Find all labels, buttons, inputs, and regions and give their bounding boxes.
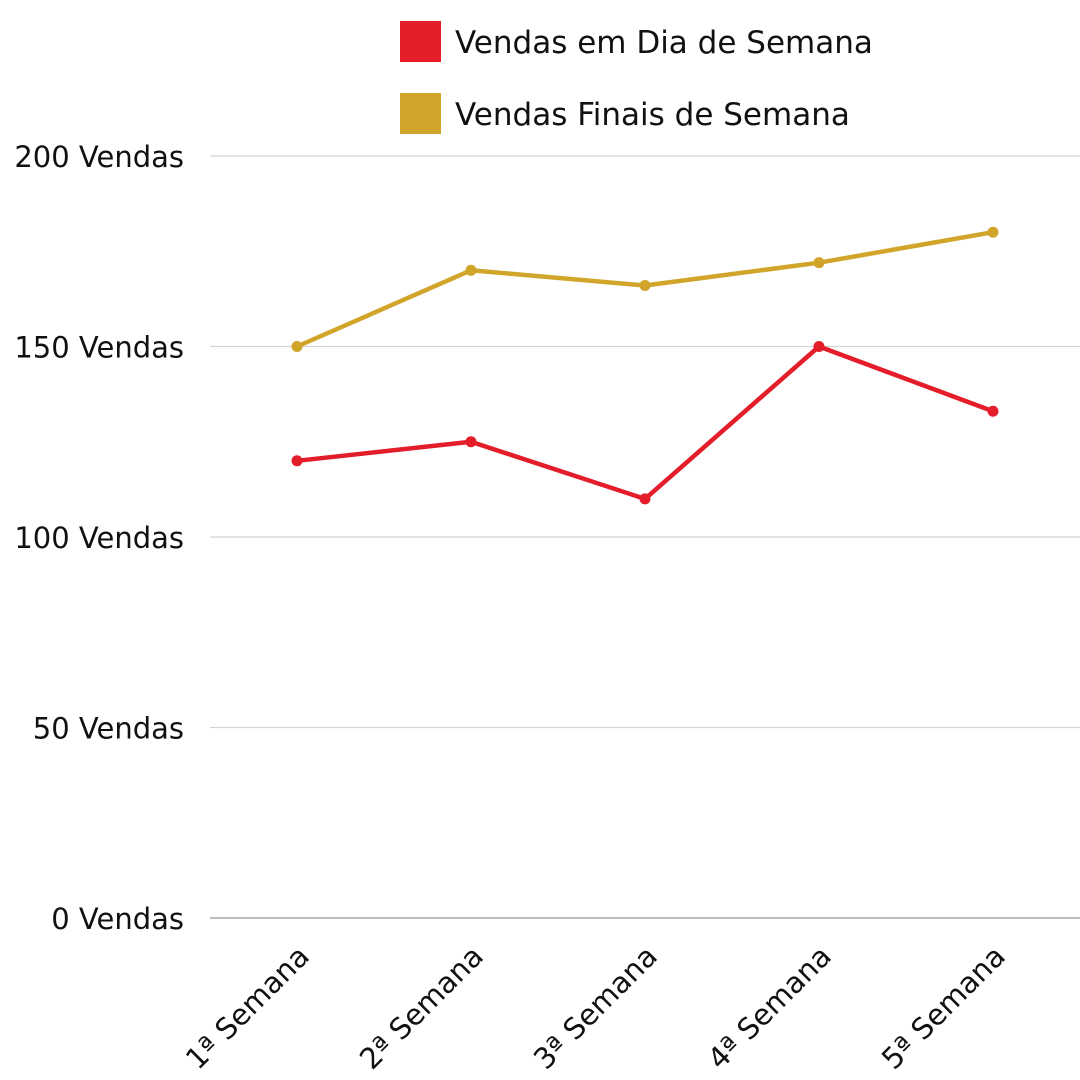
data-point-s2-1 bbox=[291, 341, 303, 352]
legend-label-2: Vendas Finais de Semana bbox=[455, 97, 850, 133]
gridlines bbox=[210, 155, 1080, 919]
series-group bbox=[291, 226, 999, 505]
series-vendas-em-dia-de-semana bbox=[291, 341, 999, 505]
data-point-s2-3 bbox=[639, 280, 651, 292]
data-point-s1-1 bbox=[291, 455, 303, 467]
data-point-s1-3 bbox=[639, 493, 651, 505]
y-tick-label-100: 100 Vendas bbox=[14, 521, 184, 555]
data-point-s2-2 bbox=[465, 264, 477, 276]
series-vendas-finais-de-semana bbox=[291, 226, 999, 352]
legend-label-1: Vendas em Dia de Semana bbox=[455, 25, 873, 61]
legend-swatch-2 bbox=[400, 93, 441, 134]
data-point-s1-4 bbox=[813, 341, 825, 352]
legend-swatch-1 bbox=[400, 21, 441, 62]
x-tick-label-3: 3ª Semana bbox=[527, 939, 664, 1076]
data-point-s1-2 bbox=[465, 436, 477, 448]
x-axis: 1ª Semana 2ª Semana 3ª Semana 4ª Semana 5ª S… bbox=[179, 939, 1012, 1076]
data-point-s1-5 bbox=[987, 405, 999, 417]
x-tick-label-1: 1ª Semana bbox=[179, 939, 316, 1076]
y-tick-label-50: 50 Vendas bbox=[33, 712, 184, 746]
y-tick-label-0: 0 Vendas bbox=[51, 902, 184, 936]
legend: Vendas em Dia de Semana Vendas Finais de … bbox=[400, 21, 873, 134]
x-tick-label-5: 5ª Semana bbox=[875, 939, 1012, 1076]
x-tick-label-4: 4ª Semana bbox=[701, 939, 838, 1076]
y-axis: 0 Vendas 50 Vendas 100 Vendas 150 Vendas 200… bbox=[14, 140, 184, 936]
data-point-s2-4 bbox=[813, 257, 825, 269]
y-tick-label-150: 150 Vendas bbox=[14, 331, 184, 365]
data-point-s2-5 bbox=[987, 226, 999, 238]
x-tick-label-2: 2ª Semana bbox=[353, 939, 490, 1076]
series-line-1 bbox=[294, 344, 996, 502]
y-tick-label-200: 200 Vendas bbox=[14, 140, 184, 174]
